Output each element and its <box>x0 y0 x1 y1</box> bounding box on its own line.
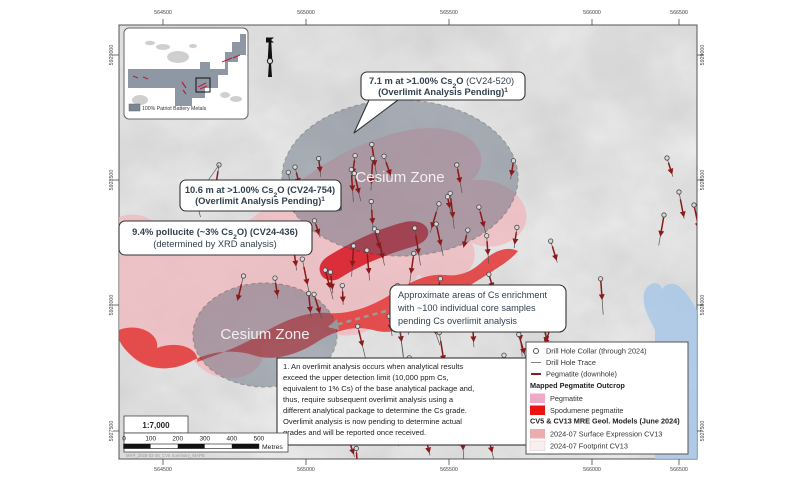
svg-text:564500: 564500 <box>154 467 172 473</box>
svg-text:300: 300 <box>199 436 210 443</box>
svg-text:565500: 565500 <box>440 10 458 16</box>
svg-text:500: 500 <box>254 436 265 443</box>
svg-text:1. An overlimit analysis occur: 1. An overlimit analysis occurs when ana… <box>283 362 463 371</box>
svg-text:566500: 566500 <box>670 10 688 16</box>
svg-text:Spodumene pegmatite: Spodumene pegmatite <box>550 406 623 415</box>
svg-text:grades and will be reported on: grades and will be reported once receive… <box>283 428 426 437</box>
svg-text:(Overlimit Analysis Pending)1: (Overlimit Analysis Pending)1 <box>195 196 325 207</box>
svg-text:Overlimit analysis is now pend: Overlimit analysis is now pending to det… <box>283 417 462 426</box>
svg-text:equivalent to 1% Cs) of the ba: equivalent to 1% Cs) of the base analyti… <box>283 384 474 393</box>
svg-text:0: 0 <box>122 436 126 443</box>
svg-text:pending Cs overlimit analysis: pending Cs overlimit analysis <box>398 316 517 326</box>
svg-text:(determined by XRD analysis): (determined by XRD analysis) <box>153 239 277 249</box>
svg-text:Mapped Pegmatite Outcrop: Mapped Pegmatite Outcrop <box>530 381 625 390</box>
svg-text:different analytical package t: different analytical package to determin… <box>283 406 467 415</box>
svg-text:thus, require subsequent ov: thus, require subsequent overlimit analy… <box>283 395 454 404</box>
svg-text:exceed the upper detecti: exceed the upper detection limit (10,000… <box>283 373 448 382</box>
svg-text:Drill Hole Trace: Drill Hole Trace <box>546 358 596 367</box>
svg-text:Metres: Metres <box>262 444 283 451</box>
svg-text:566000: 566000 <box>583 10 601 16</box>
svg-text:with ~100 individual core samp: with ~100 individual core samples <box>397 303 536 313</box>
svg-text:100: 100 <box>145 436 156 443</box>
svg-text:Pegmatite: Pegmatite <box>550 394 583 403</box>
svg-text:2024-07 Surface Expression CV1: 2024-07 Surface Expression CV13 <box>550 430 662 439</box>
svg-text:CV5 & CV13 MRE Geol. Models (J: CV5 & CV13 MRE Geol. Models (June 2024) <box>530 417 680 426</box>
svg-text:566000: 566000 <box>583 467 601 473</box>
svg-text:565000: 565000 <box>297 10 315 16</box>
svg-text:400: 400 <box>226 436 237 443</box>
svg-text:566500: 566500 <box>670 467 688 473</box>
svg-text:565500: 565500 <box>440 467 458 473</box>
svg-text:Pegmatite (downhole): Pegmatite (downhole) <box>546 370 617 379</box>
svg-text:565000: 565000 <box>297 467 315 473</box>
svg-text:Cesium Zone: Cesium Zone <box>220 326 309 343</box>
svg-text:MAP_2025-02-28_CV5 Summary_MAP: MAP_2025-02-28_CV5 Summary_MAPB <box>126 453 205 458</box>
svg-text:100% Patriot Battery Metals: 100% Patriot Battery Metals <box>142 106 207 112</box>
svg-text:Approximate areas of Cs enrich: Approximate areas of Cs enrichment <box>398 290 548 300</box>
svg-text:Drill Hole Collar (through 202: Drill Hole Collar (through 2024) <box>546 347 647 356</box>
svg-text:Cesium Zone: Cesium Zone <box>355 169 444 186</box>
svg-text:(Overlimit Analysis Pending)1: (Overlimit Analysis Pending)1 <box>378 87 508 98</box>
svg-text:200: 200 <box>172 436 183 443</box>
svg-text:1:7,000: 1:7,000 <box>142 421 170 430</box>
svg-text:2024-07 Footprint CV13: 2024-07 Footprint CV13 <box>550 442 628 451</box>
svg-text:564500: 564500 <box>154 10 172 16</box>
